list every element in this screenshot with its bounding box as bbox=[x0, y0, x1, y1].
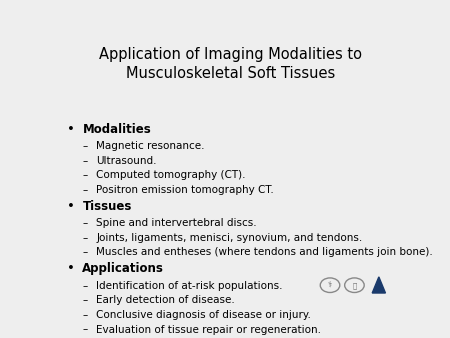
Text: •: • bbox=[67, 123, 75, 136]
Text: Conclusive diagnosis of disease or injury.: Conclusive diagnosis of disease or injur… bbox=[96, 310, 311, 320]
Text: –: – bbox=[82, 218, 88, 228]
Text: Evaluation of tissue repair or regeneration.: Evaluation of tissue repair or regenerat… bbox=[96, 324, 321, 335]
Polygon shape bbox=[372, 277, 386, 293]
Text: Identification of at-risk populations.: Identification of at-risk populations. bbox=[96, 281, 283, 291]
Text: Early detection of disease.: Early detection of disease. bbox=[96, 295, 235, 305]
Text: –: – bbox=[82, 324, 88, 335]
Text: Positron emission tomography CT.: Positron emission tomography CT. bbox=[96, 185, 274, 195]
Text: Computed tomography (CT).: Computed tomography (CT). bbox=[96, 170, 246, 180]
Text: Muscles and entheses (where tendons and ligaments join bone).: Muscles and entheses (where tendons and … bbox=[96, 247, 433, 258]
Text: ⚕: ⚕ bbox=[328, 281, 332, 290]
Text: –: – bbox=[82, 310, 88, 320]
Text: Joints, ligaments, menisci, synovium, and tendons.: Joints, ligaments, menisci, synovium, an… bbox=[96, 233, 363, 243]
Text: –: – bbox=[82, 247, 88, 258]
Text: •: • bbox=[67, 262, 75, 275]
Text: Magnetic resonance.: Magnetic resonance. bbox=[96, 141, 205, 151]
Text: Ultrasound.: Ultrasound. bbox=[96, 156, 157, 166]
Text: Spine and intervertebral discs.: Spine and intervertebral discs. bbox=[96, 218, 257, 228]
Text: –: – bbox=[82, 156, 88, 166]
Text: –: – bbox=[82, 141, 88, 151]
Text: ⛹: ⛹ bbox=[352, 282, 356, 289]
Text: –: – bbox=[82, 281, 88, 291]
Text: Application of Imaging Modalities to
Musculoskeletal Soft Tissues: Application of Imaging Modalities to Mus… bbox=[99, 47, 362, 81]
Text: Applications: Applications bbox=[82, 262, 164, 275]
Text: –: – bbox=[82, 170, 88, 180]
Text: –: – bbox=[82, 295, 88, 305]
Text: –: – bbox=[82, 233, 88, 243]
Text: –: – bbox=[82, 185, 88, 195]
Text: Tissues: Tissues bbox=[82, 199, 132, 213]
Text: •: • bbox=[67, 199, 75, 213]
Text: Modalities: Modalities bbox=[82, 123, 151, 136]
